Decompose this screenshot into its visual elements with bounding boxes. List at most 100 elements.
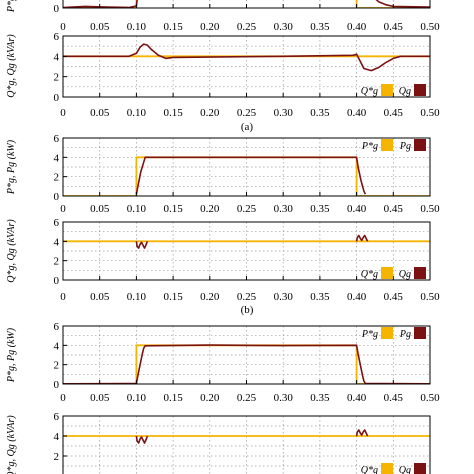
x-tick-label: 0: [60, 291, 66, 303]
series-measured-line: [135, 435, 149, 444]
panel-c-Q: 2 4 6 Q*g, Qg (kVAr) Q*g Qg: [6, 411, 431, 474]
series-group: [63, 43, 430, 72]
series-measured-line: [63, 43, 430, 72]
x-tick-label: 0.05: [90, 392, 110, 404]
x-tick-label: 0.30: [274, 107, 294, 119]
y-tick-label: 0: [54, 92, 60, 104]
panel-b-Q: 0 0.05 0.10 0.15 0.20 0.25 0.30 0.35 0.40 0.45 0.5…: [6, 217, 440, 316]
legend: P*g Pg: [361, 139, 426, 152]
x-tick-label: 0.50: [420, 107, 440, 119]
x-tick-label: 0.15: [163, 203, 183, 215]
panel-c-P: 0 0.05 0.10 0.15 0.20 0.25 0.30 0.35 0.40 0.45 0.5…: [6, 321, 440, 404]
subfigure-caption: (a): [241, 121, 254, 133]
x-tick-label: 0.45: [384, 107, 404, 119]
series-measured-line: [355, 234, 369, 242]
x-tick-label: 0.25: [237, 203, 257, 215]
panel-a-P: 0 0.05 0.10 0.15 0.20 0.25 0.30 0.35 0.40 0.45 0.5…: [6, 0, 440, 33]
subfigure-caption: (b): [241, 304, 254, 316]
x-tick-label: 0.30: [274, 392, 294, 404]
legend-swatch-reference: [381, 84, 393, 96]
x-tick-label: 0.40: [347, 107, 367, 119]
x-tick-label: 0.35: [310, 21, 330, 33]
x-tick-label: 0.15: [163, 291, 183, 303]
x-tick-label: 0.50: [420, 291, 440, 303]
y-tick-label: 4: [54, 51, 60, 63]
y-tick-label: 2: [54, 360, 60, 372]
x-tick-label: 0.45: [384, 291, 404, 303]
y-tick-label: 2: [54, 256, 60, 268]
series-measured-line: [355, 429, 369, 437]
legend-label-reference: P*g: [361, 329, 378, 340]
legend-label-measured: Pg: [399, 329, 411, 340]
x-tick-label: 0.50: [420, 21, 440, 33]
legend-swatch-reference: [381, 463, 393, 474]
x-tick-label: 0.35: [310, 392, 330, 404]
x-tick-label: 0.10: [127, 21, 147, 33]
x-tick-label: 0.15: [163, 21, 183, 33]
x-tick-label: 0.30: [274, 21, 294, 33]
y-tick-label: 4: [54, 431, 60, 443]
y-tick-label: 0: [54, 275, 60, 287]
series-group: [63, 234, 430, 249]
legend-label-reference: Q*g: [361, 269, 378, 280]
x-tick-label: 0.25: [237, 107, 257, 119]
x-tick-label: 0.25: [237, 291, 257, 303]
y-tick-label: 2: [54, 451, 60, 463]
y-tick-label: 0: [54, 379, 60, 391]
x-tick-label: 0: [60, 107, 66, 119]
y-tick-label: 4: [54, 236, 60, 248]
series-measured-line: [135, 241, 149, 249]
panel-b-P: 0 0.05 0.10 0.15 0.20 0.25 0.30 0.35 0.40 0.45 0.5…: [6, 133, 440, 215]
x-tick-label: 0.35: [310, 107, 330, 119]
x-tick-label: 0.40: [347, 21, 367, 33]
x-tick-label: 0.20: [200, 392, 220, 404]
x-tick-label: 0.20: [200, 107, 220, 119]
y-axis-label: P*g, Pg (kW): [6, 327, 17, 383]
x-tick-label: 0.25: [237, 21, 257, 33]
y-tick-label: 6: [54, 133, 60, 145]
plot-frame: [62, 415, 431, 474]
y-axis-label: Q*g, Qg (kVAr): [6, 34, 17, 98]
y-axis-label: P*g, Pg: [6, 0, 17, 13]
x-tick-label: 0.35: [310, 291, 330, 303]
legend-swatch-measured: [414, 463, 426, 474]
y-tick-label: 4: [54, 152, 60, 164]
series-measured-line: [135, 156, 367, 195]
legend-swatch-reference: [381, 267, 393, 279]
x-tick-label: 0.50: [420, 203, 440, 215]
x-tick-label: 0.40: [347, 291, 367, 303]
legend-label-measured: Qg: [399, 465, 411, 474]
x-tick-label: 0.40: [347, 392, 367, 404]
x-tick-label: 0: [60, 203, 66, 215]
legend: Q*g Qg: [361, 267, 426, 280]
x-tick-label: 0.35: [310, 203, 330, 215]
series-group: [63, 156, 430, 196]
x-tick-label: 0.20: [200, 21, 220, 33]
y-axis-label: Q*g, Qg (kVAr): [6, 415, 17, 474]
legend-swatch-measured: [414, 139, 426, 151]
y-tick-label: 2: [54, 172, 60, 184]
x-tick-label: 0: [60, 21, 66, 33]
x-tick-label: 0.45: [384, 21, 404, 33]
legend-label-measured: Pg: [399, 141, 411, 152]
series-group: [63, 344, 430, 384]
legend-swatch-measured: [414, 327, 426, 339]
x-tick-label: 0.40: [347, 203, 367, 215]
x-tick-label: 0.45: [384, 392, 404, 404]
series-measured-line: [63, 344, 430, 384]
y-tick-label: 2: [54, 72, 60, 84]
x-tick-label: 0.10: [127, 392, 147, 404]
x-tick-label: 0.05: [90, 21, 110, 33]
x-tick-label: 0.20: [200, 291, 220, 303]
legend-label-measured: Qg: [399, 269, 411, 280]
x-tick-label: 0.05: [90, 203, 110, 215]
x-tick-label: 0.20: [200, 203, 220, 215]
y-tick-label: 6: [54, 411, 60, 423]
y-tick-label: 0: [54, 191, 60, 203]
legend-label-reference: Q*g: [361, 86, 378, 97]
legend-swatch-reference: [381, 139, 393, 151]
y-tick-label: 4: [54, 340, 60, 352]
series-measured-line: [63, 0, 430, 8]
legend: P*g Pg: [361, 327, 426, 340]
panel-a-Q: 0 0.05 0.10 0.15 0.20 0.25 0.30 0.35 0.40 0.45 0.5…: [6, 31, 440, 133]
